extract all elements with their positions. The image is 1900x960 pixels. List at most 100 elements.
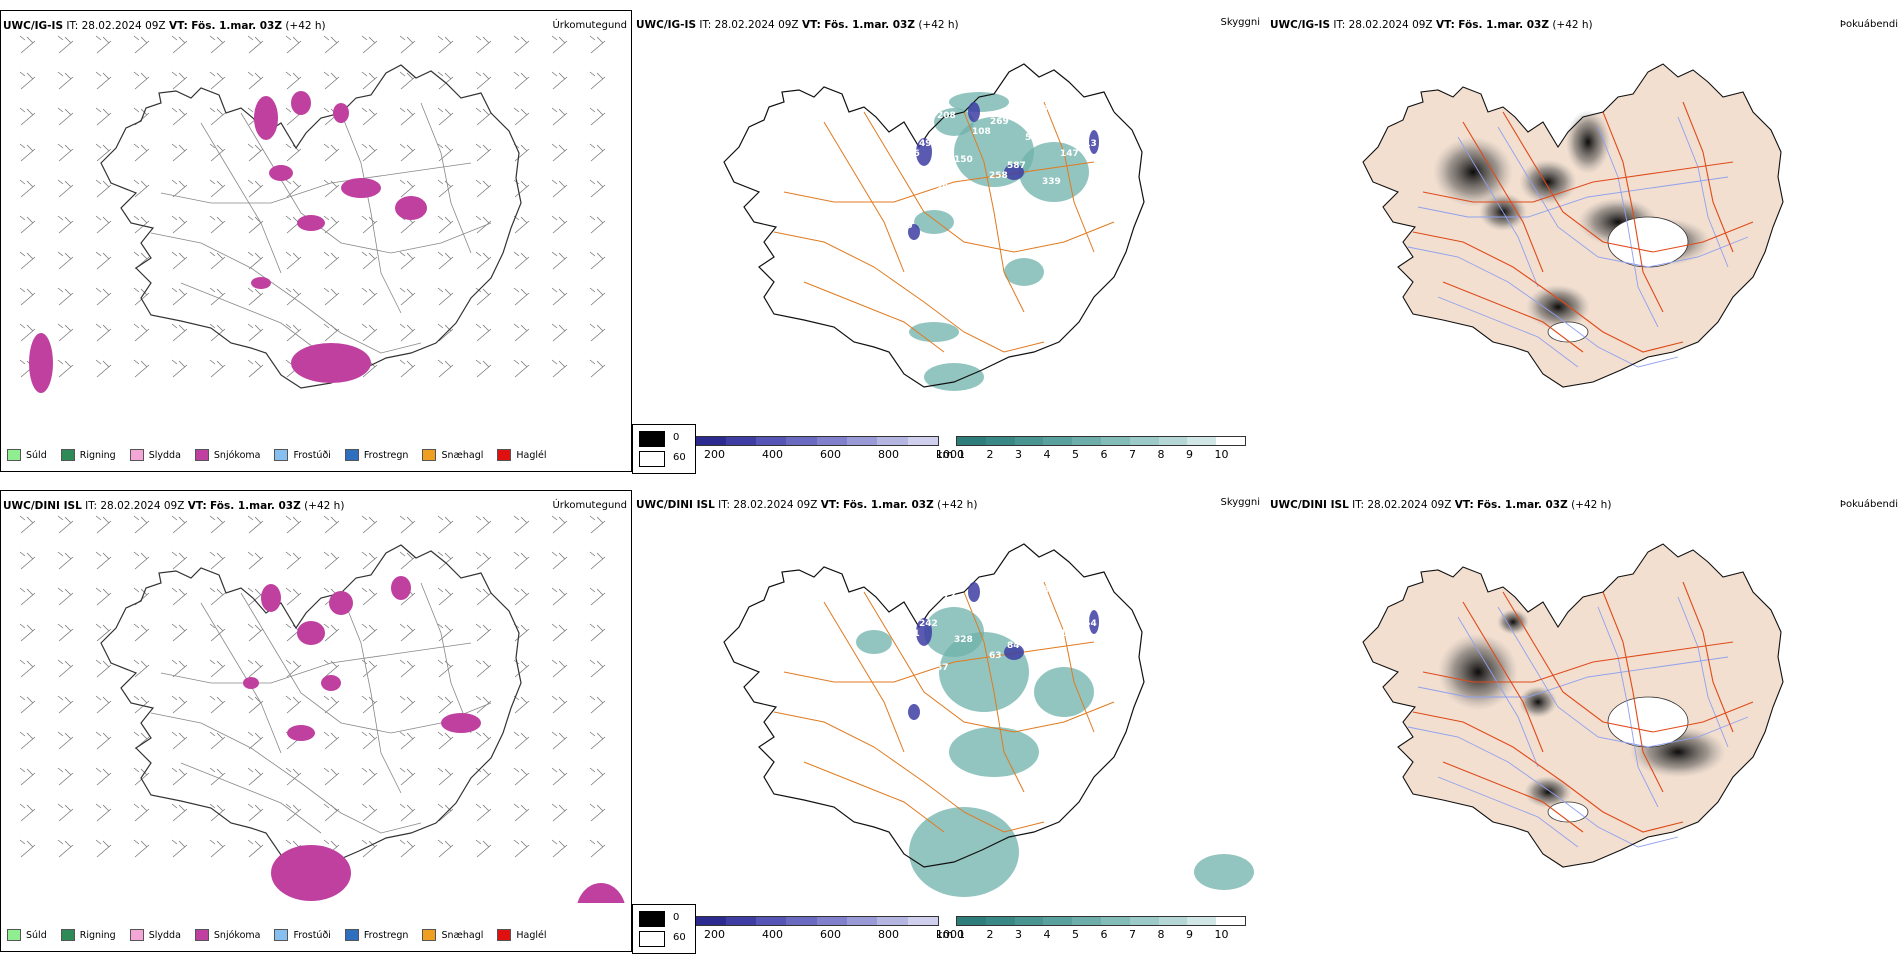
wind-barb (551, 35, 568, 54)
wind-barb (285, 251, 302, 270)
wind-barb (19, 803, 36, 822)
wind-barb (551, 143, 568, 162)
legend-swatch (7, 929, 21, 941)
fog-area (1438, 633, 1518, 711)
wind-barb (361, 215, 378, 234)
cloud-base-areas (908, 582, 1099, 720)
snow-area (441, 713, 481, 733)
wind-barb (133, 35, 150, 54)
colorbar-swatch (847, 437, 878, 445)
wind-barb (589, 803, 606, 822)
snow-area (291, 91, 311, 115)
wind-barb (57, 695, 74, 714)
wind-barb (247, 35, 264, 54)
wind-barb (437, 107, 454, 126)
panel-name: Þokuábendi (1839, 499, 1898, 510)
cloud-base-value: 329 (971, 199, 990, 209)
wind-barb (475, 143, 492, 162)
legend-label: Snjókoma (213, 449, 261, 461)
wind-barb (551, 695, 568, 714)
wind-barb (475, 839, 492, 858)
model-name: UWC/DINI ISL (1270, 499, 1349, 511)
wind-barb (209, 71, 226, 90)
low-visibility-area (1034, 667, 1094, 717)
road-network (150, 102, 492, 354)
model-name: UWC/DINI ISL (636, 499, 715, 511)
fog-legend-swatch-low (639, 431, 665, 447)
wind-barb (437, 695, 454, 714)
clear-area (1547, 801, 1589, 823)
colorbar-swatch (1158, 917, 1188, 925)
colorbar-swatch (985, 917, 1015, 925)
wind-barb (95, 143, 112, 162)
colorbar-tick-label: 3 (1015, 448, 1022, 461)
snow-area (341, 178, 381, 198)
wind-barb (19, 659, 36, 678)
wind-barb (171, 551, 188, 570)
low-visibility-area (909, 807, 1019, 897)
wind-barb (209, 839, 226, 858)
legend-label: Rigning (79, 449, 116, 461)
panel-name: Þokuábendi (1839, 19, 1898, 30)
wind-barb (513, 215, 530, 234)
model-name: UWC/IG-IS (3, 20, 64, 32)
wind-barb (399, 287, 416, 306)
wind-barb (19, 35, 36, 54)
wind-barb (209, 143, 226, 162)
panel-title: UWC/DINI ISL IT: 28.02.2024 09Z VT: Fös.… (3, 500, 344, 512)
vt-value: Fös. 1.mar. 03Z (1477, 499, 1568, 511)
wind-barb (513, 323, 530, 342)
precip-legend-item: Snæhagl (422, 449, 483, 461)
wind-barb (323, 695, 340, 714)
it-value: 28.02.2024 09Z (100, 500, 185, 512)
fog-legend: 0 60 (632, 424, 696, 474)
it-label: IT: (1352, 499, 1365, 511)
wind-barb (399, 359, 416, 378)
panel-name: Úrkomutegund (552, 20, 627, 31)
wind-barb (323, 251, 340, 270)
wind-barb (95, 839, 112, 858)
precip-legend-item: Snjókoma (194, 449, 261, 461)
wind-barb (209, 551, 226, 570)
wind-barb (475, 35, 492, 54)
cloud-base-value: 77 (1043, 105, 1056, 115)
it-value: 28.02.2024 09Z (81, 20, 166, 32)
wind-barb (513, 71, 530, 90)
wind-barb (95, 323, 112, 342)
cloud-base-value: 290 (990, 597, 1009, 607)
snow-area (261, 584, 281, 612)
wind-barb (361, 695, 378, 714)
wind-barb (285, 287, 302, 306)
fog-panel: UWC/IG-IS IT: 28.02.2024 09Z VT: Fös. 1.… (1268, 10, 1900, 472)
fog-map (1362, 63, 1784, 388)
precip-legend-item: Frostúði (274, 929, 331, 941)
low-cloud-base-area (1089, 610, 1099, 634)
wind-barb (57, 623, 74, 642)
wind-barb (551, 551, 568, 570)
wind-barb (171, 35, 188, 54)
legend-label: Súld (26, 929, 47, 941)
wind-barb (95, 35, 112, 54)
visibility-colorbar: km 1 2 3 4 5 6 7 8 9 10 (936, 916, 1256, 944)
forecast-row: UWC/DINI ISL IT: 28.02.2024 09Z VT: Fös.… (0, 490, 1900, 960)
cloud-base-value: 646 (901, 149, 920, 159)
wind-barb (513, 107, 530, 126)
wind-barb (171, 323, 188, 342)
legend-label: Snjókoma (213, 929, 261, 941)
wind-barb (437, 71, 454, 90)
wind-barb (551, 215, 568, 234)
cloud-base-value: 107 (953, 227, 972, 237)
snow-area (254, 96, 278, 140)
colorbar-unit: km (936, 448, 954, 461)
wind-barb (57, 71, 74, 90)
wind-barb (209, 623, 226, 642)
colorbar-tick-label: 1 (958, 448, 965, 461)
wind-barb (399, 767, 416, 786)
colorbar-tick-label: 1000 (936, 928, 964, 941)
wind-barb (475, 587, 492, 606)
low-visibility-area (924, 363, 984, 391)
wind-barb (513, 839, 530, 858)
low-visibility-area (914, 210, 954, 234)
colorbar-swatch (1187, 437, 1217, 445)
cloud-base-value: 180 (1060, 629, 1079, 639)
